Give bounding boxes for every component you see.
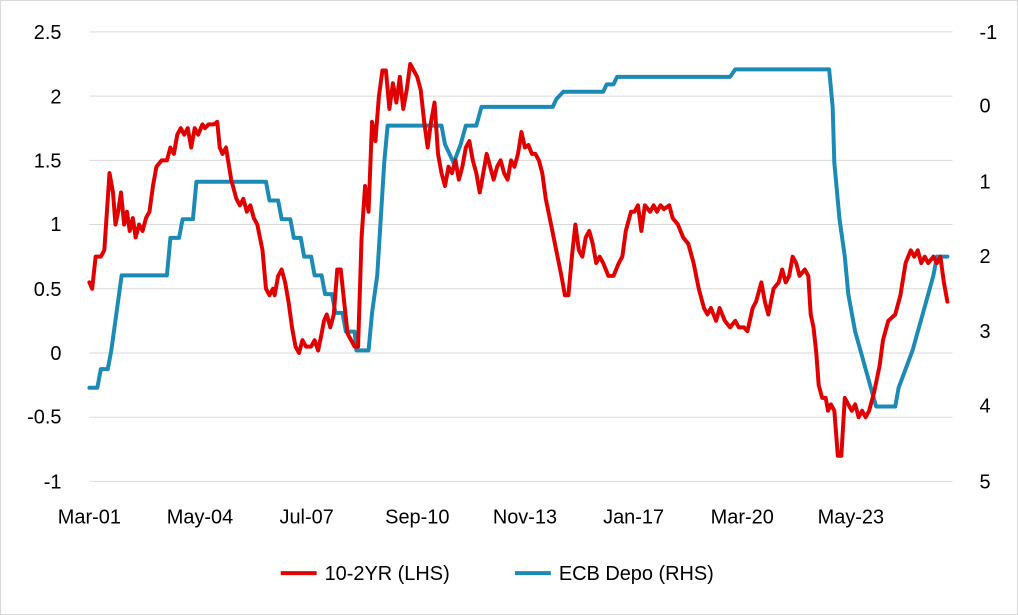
y-right-tick: 2 (979, 246, 990, 268)
x-tick: Jan-17 (603, 506, 664, 528)
series-10-2yr-line (87, 62, 950, 458)
y-right-tick: 5 (979, 471, 990, 493)
x-tick: May-04 (167, 506, 233, 528)
x-tick: Sep-10 (385, 506, 449, 528)
y-left-tick: 2.5 (34, 22, 62, 44)
y-left-tick: 1.5 (34, 150, 62, 172)
x-tick: May-23 (818, 506, 884, 528)
y-left-tick: 1 (50, 214, 61, 236)
series-lines (87, 62, 950, 458)
y-right-tick: 4 (979, 396, 990, 418)
legend-label-10-2yr: 10-2YR (LHS) (325, 563, 450, 585)
y-left-tick: -0.5 (27, 407, 61, 429)
gridlines (89, 31, 953, 482)
y-right-tick: 3 (979, 321, 990, 343)
y-right-tick: 1 (979, 171, 990, 193)
series-ecb-depo-line (87, 67, 950, 409)
x-tick: Jul-07 (280, 506, 334, 528)
y-left-tick: 0 (50, 343, 61, 365)
x-tick: Mar-01 (58, 506, 121, 528)
x-tick: Mar-20 (711, 506, 774, 528)
right-axis: -1 0 1 2 3 4 5 (979, 22, 997, 494)
x-axis: Mar-01 May-04 Jul-07 Sep-10 Nov-13 Jan-1… (58, 506, 884, 528)
x-tick: Nov-13 (493, 506, 557, 528)
y-left-tick: 0.5 (34, 279, 62, 301)
y-right-tick: 0 (979, 96, 990, 118)
y-left-tick: -1 (44, 471, 62, 493)
legend-label-ecb-depo: ECB Depo (RHS) (559, 563, 714, 585)
y-right-tick: -1 (979, 22, 997, 44)
legend: 10-2YR (LHS) ECB Depo (RHS) (280, 563, 714, 585)
left-axis: 2.5 2 1.5 1 0.5 0 -0.5 -1 (27, 22, 61, 494)
y-left-tick: 2 (50, 87, 61, 109)
